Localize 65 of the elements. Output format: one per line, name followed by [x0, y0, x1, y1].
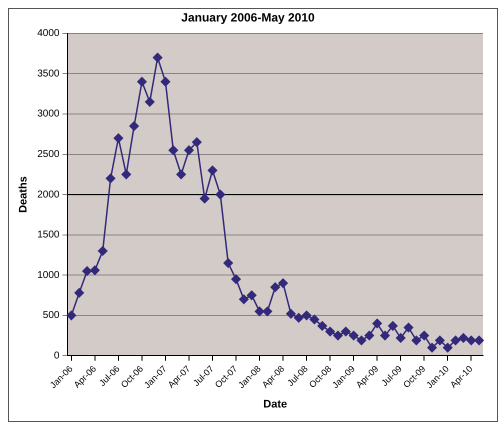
point [184, 145, 194, 155]
y-tick-label: 1000 [37, 270, 60, 281]
point [286, 309, 296, 319]
y-tick-label: 2500 [37, 149, 60, 160]
point [254, 306, 264, 316]
y-tick-label: 3500 [37, 68, 60, 80]
point [160, 76, 170, 86]
point [122, 170, 131, 180]
point [318, 321, 328, 331]
chart-title: January 2006-May 2010 [181, 10, 316, 25]
point [192, 137, 202, 147]
point [302, 310, 312, 320]
point [419, 330, 429, 340]
point [435, 336, 445, 346]
point [356, 336, 366, 346]
y-tick-label: 4000 [37, 28, 60, 40]
point [145, 97, 155, 107]
point [466, 336, 476, 346]
point [450, 336, 460, 346]
y-tick-label: 500 [42, 310, 60, 322]
point [223, 258, 233, 268]
x-axis-title: Date [263, 398, 288, 410]
point [98, 246, 108, 256]
point [364, 330, 374, 340]
point [278, 278, 288, 288]
point [310, 314, 320, 324]
y-tick-label: 2000 [37, 189, 60, 200]
y-tick-label: 3000 [37, 108, 60, 120]
point [216, 190, 226, 200]
point [270, 282, 280, 292]
y-axis-title: Deaths [18, 176, 30, 213]
point [129, 121, 139, 131]
point [90, 266, 100, 276]
point [348, 330, 358, 340]
point [74, 288, 84, 298]
y-tick-label: 1500 [37, 230, 60, 241]
point [239, 294, 249, 304]
point [152, 52, 162, 62]
point [442, 342, 452, 352]
point [412, 336, 422, 346]
point [66, 310, 76, 320]
point [246, 290, 256, 300]
point [388, 321, 398, 331]
point [372, 318, 382, 328]
point [114, 133, 124, 143]
point [106, 174, 116, 184]
point [262, 306, 272, 316]
point [341, 326, 351, 336]
point [200, 194, 210, 204]
point [474, 336, 484, 346]
point [325, 326, 335, 336]
point [404, 322, 414, 332]
point [380, 330, 390, 340]
point [427, 342, 437, 352]
point [176, 170, 186, 180]
point [208, 166, 218, 176]
point [396, 333, 406, 343]
point [458, 333, 468, 343]
point [294, 313, 304, 323]
point [333, 330, 343, 340]
point [137, 76, 147, 86]
point [168, 145, 178, 155]
point [231, 274, 241, 284]
y-tick-label: 0 [54, 350, 60, 362]
point [82, 266, 92, 276]
